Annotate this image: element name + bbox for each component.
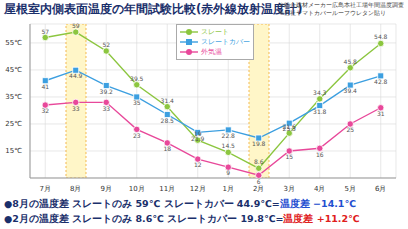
html-text:※総合建材メーカー広島本社工場年間温度調査: ※総合建材メーカー広島本社工場年間温度調査 [279, 1, 404, 8]
svg-text:39.5: 39.5 [130, 75, 144, 82]
svg-text:6月: 6月 [375, 185, 386, 193]
html-text:スレートカバー: スレートカバー [201, 37, 250, 46]
html-text:●2月の温度差 スレートのみ 8.6℃ スレートカバー 19: ●2月の温度差 スレートのみ 8.6℃ スレートカバー 19.8℃=温度差 +1… [4, 213, 360, 224]
svg-text:4月: 4月 [314, 185, 325, 193]
svg-text:7月: 7月 [40, 185, 51, 193]
svg-text:19.8: 19.8 [252, 140, 266, 147]
svg-text:25℃: 25℃ [8, 120, 22, 128]
svg-text:1月: 1月 [223, 185, 234, 193]
svg-text:45.8: 45.8 [344, 58, 358, 65]
svg-text:12: 12 [194, 161, 202, 168]
html-text:外気温: 外気温 [201, 47, 222, 56]
svg-text:10月: 10月 [129, 185, 145, 193]
svg-text:55℃: 55℃ [8, 39, 22, 47]
svg-text:31: 31 [377, 110, 385, 117]
svg-text:12月: 12月 [190, 185, 206, 193]
svg-text:39.2: 39.2 [100, 88, 114, 95]
svg-text:35: 35 [133, 99, 141, 106]
svg-text:9月: 9月 [101, 185, 112, 193]
svg-text:34.3: 34.3 [313, 89, 327, 96]
svg-text:15: 15 [285, 153, 293, 160]
svg-text:18: 18 [163, 145, 171, 152]
svg-text:21.9: 21.9 [191, 135, 205, 142]
svg-text:41: 41 [41, 83, 49, 90]
svg-text:25.3: 25.3 [283, 125, 297, 132]
svg-text:9: 9 [226, 169, 230, 176]
svg-text:6: 6 [257, 178, 261, 185]
svg-text:25: 25 [346, 126, 354, 133]
svg-text:59: 59 [72, 22, 80, 29]
svg-text:44.9: 44.9 [69, 72, 83, 79]
html-text:●8月の温度差 スレートのみ 59℃ スレートカバー 44.: ●8月の温度差 スレートのみ 59℃ スレートカバー 44.9℃=温度差 −14… [4, 198, 356, 209]
svg-text:33: 33 [102, 105, 110, 112]
svg-text:31.4: 31.4 [161, 97, 175, 104]
svg-text:28.5: 28.5 [161, 117, 175, 124]
svg-text:8月: 8月 [70, 185, 81, 193]
svg-text:5月: 5月 [345, 185, 356, 193]
svg-text:16: 16 [316, 151, 324, 158]
svg-text:2月: 2月 [253, 185, 264, 193]
svg-text:8.6: 8.6 [254, 158, 264, 165]
html-text:※当社ヤマトカバールーフウレタン貼り: ※当社ヤマトカバールーフウレタン貼り [279, 9, 386, 16]
svg-text:39.4: 39.4 [344, 87, 358, 94]
svg-text:31.8: 31.8 [313, 108, 327, 115]
svg-text:57: 57 [41, 28, 49, 35]
html-text:スレート: スレート [201, 27, 229, 36]
svg-text:54.8: 54.8 [374, 33, 388, 40]
svg-text:11月: 11月 [159, 185, 175, 193]
svg-text:35℃: 35℃ [8, 93, 22, 101]
svg-text:15℃: 15℃ [8, 147, 22, 155]
svg-text:32: 32 [41, 107, 49, 114]
svg-text:14.5: 14.5 [222, 142, 236, 149]
svg-text:42.8: 42.8 [374, 78, 388, 85]
html-text:屋根室内側表面温度の年間試験比較(赤外線放射温度計): 屋根室内側表面温度の年間試験比較(赤外線放射温度計) [4, 2, 303, 16]
svg-text:52: 52 [102, 41, 110, 48]
svg-text:23: 23 [133, 132, 141, 139]
svg-text:33: 33 [72, 105, 80, 112]
svg-text:45℃: 45℃ [8, 66, 22, 74]
svg-text:22.8: 22.8 [222, 132, 236, 139]
svg-text:3月: 3月 [284, 185, 295, 193]
